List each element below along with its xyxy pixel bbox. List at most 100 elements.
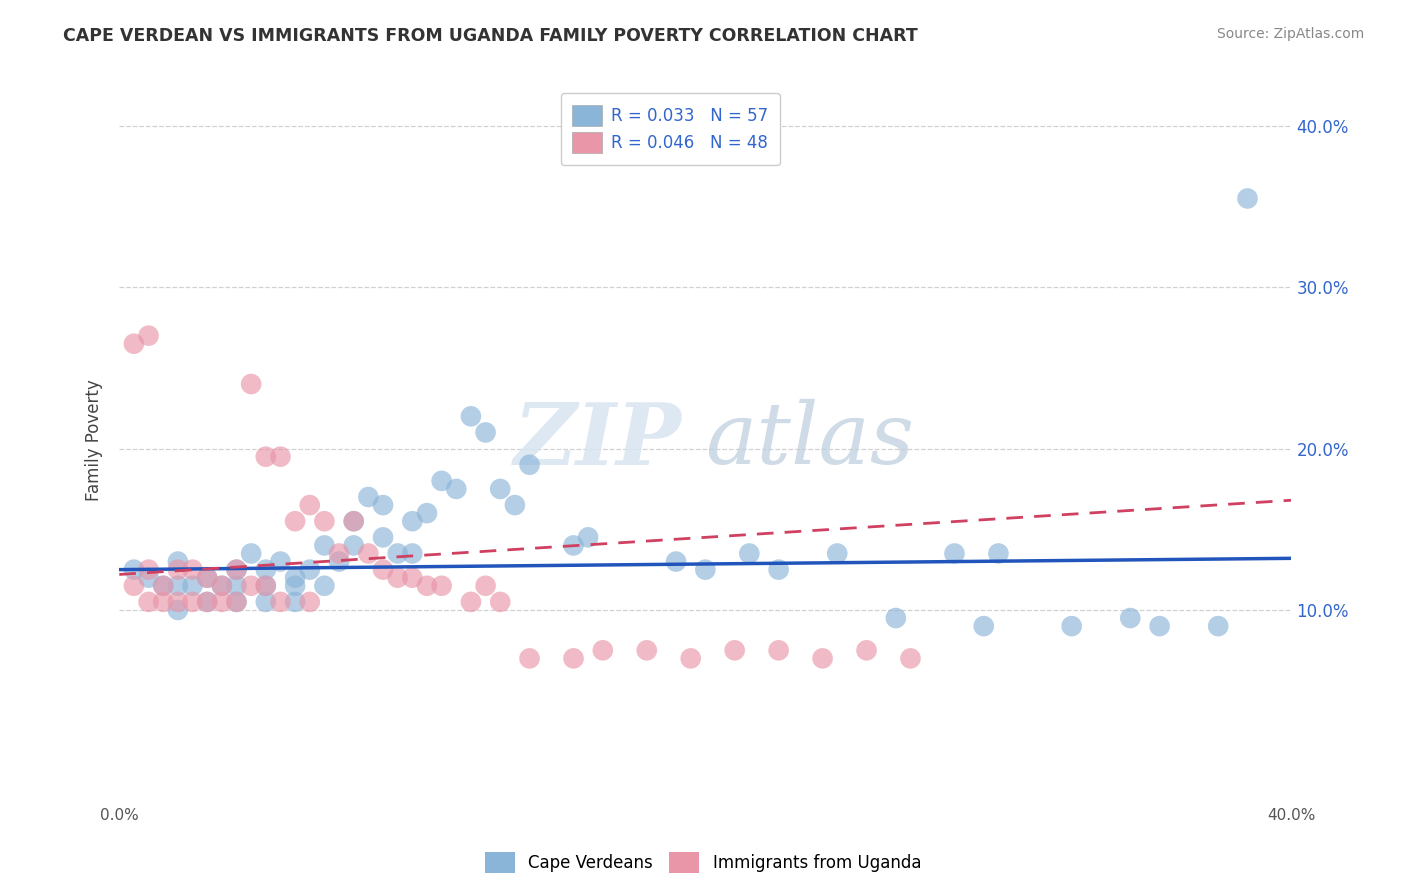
Point bbox=[562, 651, 585, 665]
Point bbox=[884, 611, 907, 625]
Point bbox=[371, 498, 394, 512]
Point bbox=[401, 547, 423, 561]
Point bbox=[152, 579, 174, 593]
Point bbox=[562, 538, 585, 552]
Point bbox=[167, 579, 190, 593]
Point bbox=[811, 651, 834, 665]
Point bbox=[167, 603, 190, 617]
Point bbox=[576, 530, 599, 544]
Text: atlas: atlas bbox=[706, 400, 914, 482]
Point bbox=[328, 555, 350, 569]
Point bbox=[357, 547, 380, 561]
Point bbox=[387, 547, 409, 561]
Point bbox=[211, 579, 233, 593]
Point bbox=[489, 482, 512, 496]
Point bbox=[225, 563, 247, 577]
Point bbox=[195, 571, 218, 585]
Point bbox=[122, 579, 145, 593]
Point bbox=[138, 595, 160, 609]
Point bbox=[1060, 619, 1083, 633]
Legend: R = 0.033   N = 57, R = 0.046   N = 48: R = 0.033 N = 57, R = 0.046 N = 48 bbox=[561, 93, 779, 165]
Point bbox=[181, 595, 204, 609]
Point bbox=[1236, 191, 1258, 205]
Point bbox=[446, 482, 468, 496]
Point bbox=[695, 563, 717, 577]
Text: CAPE VERDEAN VS IMMIGRANTS FROM UGANDA FAMILY POVERTY CORRELATION CHART: CAPE VERDEAN VS IMMIGRANTS FROM UGANDA F… bbox=[63, 27, 918, 45]
Point bbox=[225, 579, 247, 593]
Point bbox=[855, 643, 877, 657]
Point bbox=[987, 547, 1010, 561]
Legend: Cape Verdeans, Immigrants from Uganda: Cape Verdeans, Immigrants from Uganda bbox=[478, 846, 928, 880]
Point bbox=[181, 563, 204, 577]
Point bbox=[195, 571, 218, 585]
Point bbox=[284, 514, 307, 528]
Point bbox=[636, 643, 658, 657]
Point bbox=[167, 563, 190, 577]
Point bbox=[298, 498, 321, 512]
Point bbox=[768, 643, 790, 657]
Point bbox=[460, 409, 482, 424]
Point bbox=[592, 643, 614, 657]
Point bbox=[138, 563, 160, 577]
Point bbox=[269, 555, 291, 569]
Point bbox=[1119, 611, 1142, 625]
Point bbox=[724, 643, 747, 657]
Point bbox=[195, 595, 218, 609]
Point bbox=[254, 450, 277, 464]
Point bbox=[152, 579, 174, 593]
Point bbox=[430, 474, 453, 488]
Point bbox=[1206, 619, 1229, 633]
Point bbox=[474, 579, 496, 593]
Point bbox=[254, 579, 277, 593]
Y-axis label: Family Poverty: Family Poverty bbox=[86, 380, 103, 501]
Point bbox=[240, 377, 263, 392]
Text: Source: ZipAtlas.com: Source: ZipAtlas.com bbox=[1216, 27, 1364, 41]
Point bbox=[401, 514, 423, 528]
Point bbox=[679, 651, 702, 665]
Point bbox=[225, 595, 247, 609]
Point bbox=[195, 595, 218, 609]
Point bbox=[314, 538, 336, 552]
Point bbox=[138, 571, 160, 585]
Point bbox=[343, 538, 366, 552]
Point bbox=[665, 555, 688, 569]
Point bbox=[825, 547, 848, 561]
Point bbox=[519, 651, 541, 665]
Point bbox=[519, 458, 541, 472]
Point bbox=[460, 595, 482, 609]
Point bbox=[401, 571, 423, 585]
Point bbox=[430, 579, 453, 593]
Point bbox=[225, 595, 247, 609]
Point bbox=[416, 506, 439, 520]
Point bbox=[284, 571, 307, 585]
Point bbox=[138, 328, 160, 343]
Point bbox=[167, 595, 190, 609]
Point bbox=[254, 579, 277, 593]
Point bbox=[240, 547, 263, 561]
Point bbox=[474, 425, 496, 440]
Point bbox=[489, 595, 512, 609]
Point bbox=[1149, 619, 1171, 633]
Point bbox=[298, 563, 321, 577]
Point bbox=[314, 579, 336, 593]
Point bbox=[225, 563, 247, 577]
Point bbox=[122, 336, 145, 351]
Point bbox=[900, 651, 922, 665]
Point bbox=[240, 579, 263, 593]
Point bbox=[254, 563, 277, 577]
Point bbox=[152, 595, 174, 609]
Point bbox=[387, 571, 409, 585]
Point bbox=[167, 555, 190, 569]
Point bbox=[343, 514, 366, 528]
Point bbox=[181, 579, 204, 593]
Point bbox=[298, 595, 321, 609]
Point bbox=[503, 498, 526, 512]
Point bbox=[211, 579, 233, 593]
Point bbox=[973, 619, 995, 633]
Point bbox=[343, 514, 366, 528]
Point bbox=[738, 547, 761, 561]
Point bbox=[284, 579, 307, 593]
Point bbox=[328, 547, 350, 561]
Point bbox=[371, 530, 394, 544]
Point bbox=[416, 579, 439, 593]
